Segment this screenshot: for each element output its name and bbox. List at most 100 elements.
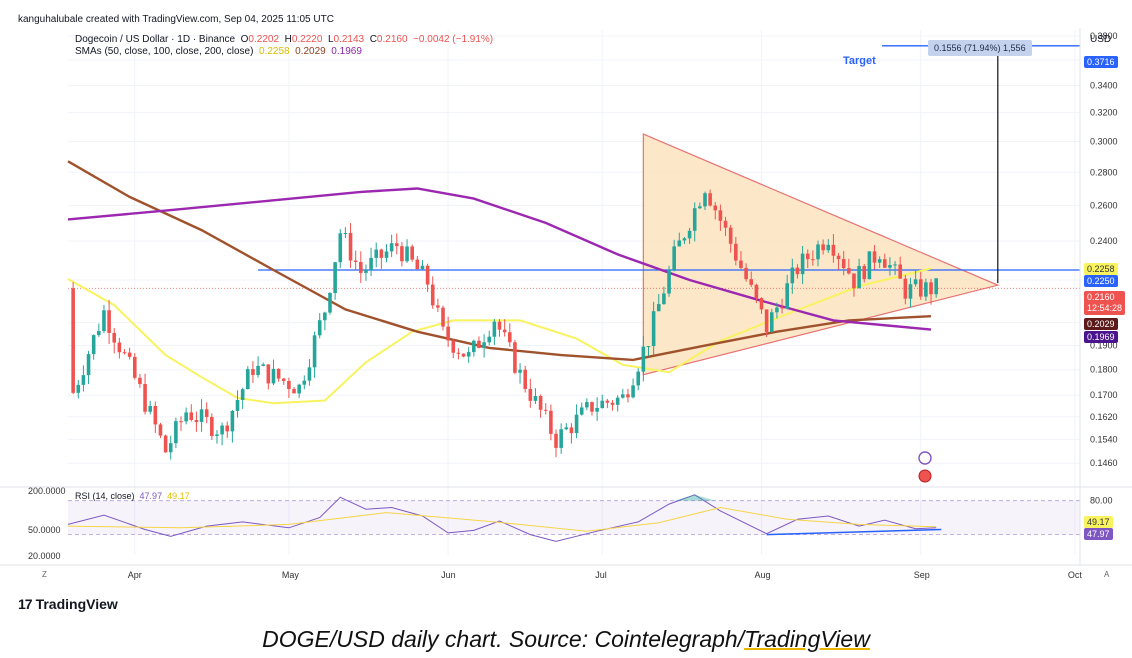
candle xyxy=(934,278,938,298)
candle-body xyxy=(97,331,101,336)
caption-link[interactable]: TradingView xyxy=(744,626,870,652)
currency-label: USD xyxy=(1090,34,1112,45)
candle xyxy=(420,260,425,270)
price-tick-label: 0.2400 xyxy=(1090,236,1118,246)
candle-body xyxy=(734,243,738,261)
candle-body xyxy=(651,311,656,347)
candle xyxy=(287,377,291,398)
candle xyxy=(251,361,255,383)
candle-body xyxy=(682,238,687,241)
candle-body xyxy=(235,399,240,411)
candle xyxy=(882,253,887,269)
candle xyxy=(836,253,841,270)
candle xyxy=(302,375,307,390)
candle xyxy=(261,362,266,367)
candle xyxy=(158,422,163,439)
candle-body xyxy=(764,309,769,332)
rsi-legend[interactable]: RSI (14, close) 47.97 49.17 xyxy=(75,491,190,501)
candle-body xyxy=(281,378,286,381)
candle xyxy=(713,202,718,220)
rsi-ma-value: 49.17 xyxy=(167,491,190,501)
candle-body xyxy=(811,259,815,261)
moving-averages xyxy=(67,160,932,405)
candle xyxy=(677,232,682,247)
candle-body xyxy=(204,409,209,417)
candle xyxy=(492,319,497,345)
candle xyxy=(210,413,214,440)
candle-body xyxy=(472,340,476,353)
candle xyxy=(323,311,327,331)
candle-body xyxy=(261,364,266,366)
candle xyxy=(780,298,784,314)
candle-body xyxy=(400,246,404,262)
candle xyxy=(805,249,810,269)
candle xyxy=(441,305,445,331)
candle-body xyxy=(374,249,379,258)
candle xyxy=(790,258,795,294)
measure-label: 0.1556 (71.94%) 1,556 xyxy=(928,40,1032,56)
candle xyxy=(430,276,435,309)
candle xyxy=(117,337,122,359)
candle xyxy=(122,349,127,355)
candle xyxy=(143,373,147,415)
symbol-legend[interactable]: Dogecoin / US Dollar · 1D · Binance O0.2… xyxy=(75,34,494,45)
candle-body xyxy=(215,434,219,436)
time-tick-label: Aug xyxy=(755,570,771,580)
grid xyxy=(68,30,1080,555)
candle-body xyxy=(826,244,831,251)
candle-body xyxy=(533,395,538,401)
rsi-ma-line xyxy=(67,506,937,532)
candle xyxy=(436,298,440,313)
candle xyxy=(749,271,754,288)
sma-legend[interactable]: SMAs (50, close, 100, close, 200, close)… xyxy=(75,46,362,57)
candle-body xyxy=(718,210,723,221)
candle-body xyxy=(174,421,178,444)
candle xyxy=(338,229,343,269)
price-tick-label: 0.1620 xyxy=(1090,412,1118,422)
candle-body xyxy=(369,257,373,271)
candle xyxy=(364,264,368,281)
candle-body xyxy=(749,279,754,285)
candle xyxy=(631,378,635,399)
candle xyxy=(574,404,579,439)
candle-body xyxy=(882,259,887,268)
candle-body xyxy=(662,293,666,305)
tradingview-logo[interactable]: 17 TradingView xyxy=(18,596,118,612)
candle-body xyxy=(492,321,497,337)
candle-body xyxy=(292,389,296,394)
rsi-overbought-fill xyxy=(674,494,716,501)
candle-body xyxy=(852,273,856,289)
candle xyxy=(127,347,132,360)
candle-body xyxy=(343,232,348,234)
candle xyxy=(687,227,692,244)
candle-body xyxy=(436,305,440,308)
candle-body xyxy=(158,424,163,436)
candle xyxy=(569,423,574,444)
candle xyxy=(821,239,825,255)
candle-body xyxy=(410,246,414,260)
candle-body xyxy=(507,332,512,343)
candle-body xyxy=(405,246,409,262)
candle xyxy=(518,363,522,384)
candle-body xyxy=(271,368,276,384)
candle xyxy=(81,365,86,392)
candle xyxy=(415,256,420,270)
candle xyxy=(333,261,337,300)
candle xyxy=(903,275,908,305)
candle xyxy=(220,422,224,446)
candle-body xyxy=(646,346,651,348)
candle xyxy=(76,379,81,399)
sma200-line xyxy=(67,187,932,331)
candle xyxy=(91,334,96,360)
candle-body xyxy=(893,264,897,266)
sma50-line xyxy=(67,267,932,405)
candle-body xyxy=(841,259,846,269)
candle-body xyxy=(518,369,522,373)
candle-body xyxy=(908,284,913,299)
candle-body xyxy=(245,369,250,390)
candle xyxy=(281,377,286,385)
candle xyxy=(307,358,312,386)
candle-body xyxy=(153,405,158,425)
candle xyxy=(348,223,353,268)
